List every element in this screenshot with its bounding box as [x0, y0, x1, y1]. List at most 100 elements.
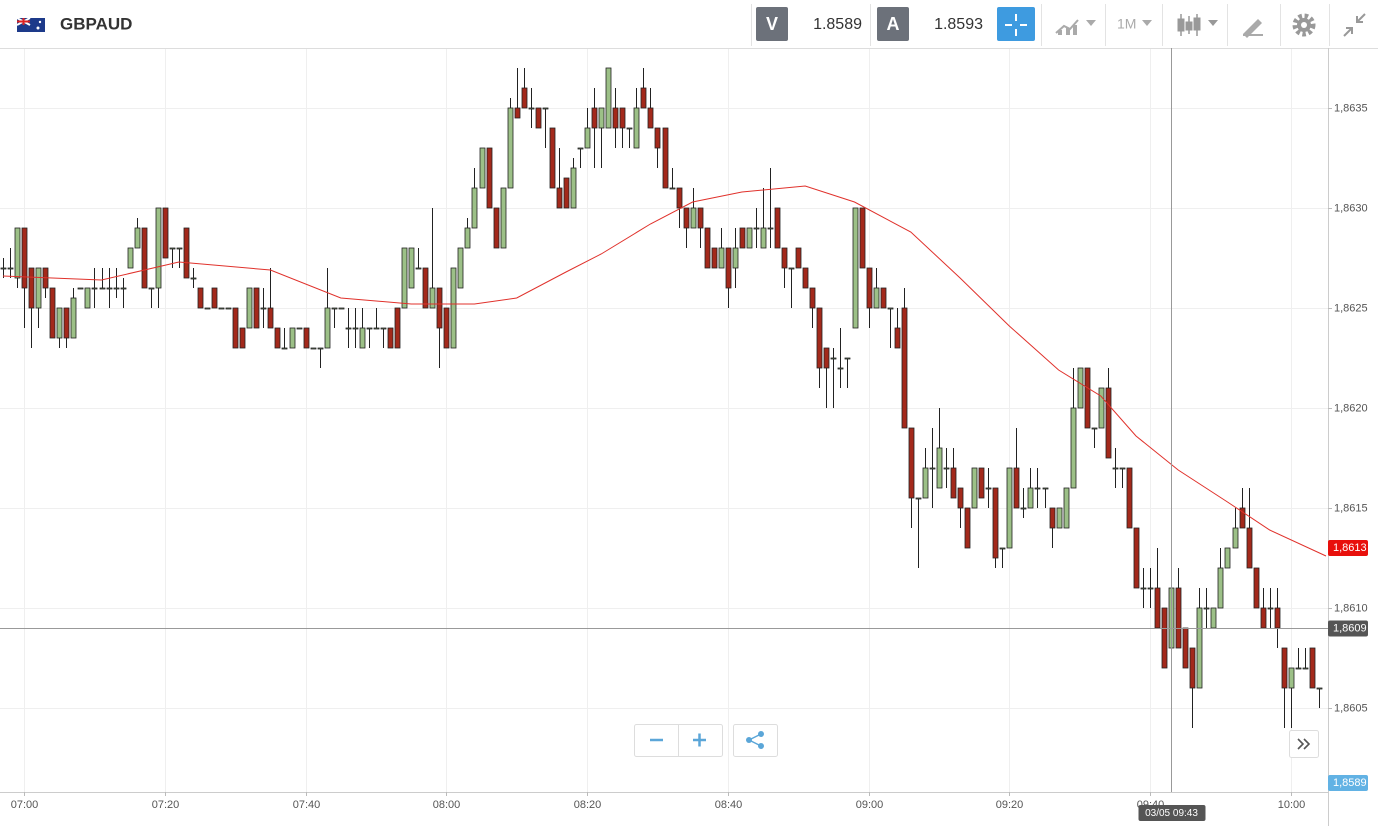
candle-body: [837, 367, 844, 370]
candle-body: [662, 127, 669, 189]
candle-body: [774, 207, 781, 249]
candle-body: [950, 467, 957, 499]
candle-body: [183, 227, 190, 279]
candle-body: [331, 307, 338, 310]
interval[interactable]: 1M: [1117, 16, 1136, 32]
candle-body: [732, 247, 739, 269]
zoom-in-button[interactable]: [693, 733, 706, 747]
flag-icon: [16, 17, 45, 32]
candle-body: [218, 307, 225, 310]
crosshair-button[interactable]: [997, 7, 1035, 41]
y-tick-label: 1,8620: [1334, 402, 1368, 414]
candle-body: [464, 227, 471, 249]
price-badge: [1328, 540, 1368, 556]
candle-body: [957, 487, 964, 509]
candle-body: [1042, 487, 1049, 490]
candle-body: [127, 247, 134, 269]
candle-body: [859, 207, 866, 269]
chart-type-button[interactable]: [1055, 19, 1096, 35]
candle-body: [317, 347, 324, 350]
candle-body: [246, 287, 253, 329]
price-badge: [1328, 775, 1368, 791]
candle-body: [1084, 367, 1091, 429]
candle-body: [936, 447, 943, 489]
axes: 1,8605 1,8610 1,8615 1,8620 1,8625 1,8630 1,86…: [11, 102, 1368, 811]
candle-body: [978, 467, 985, 499]
candle-body: [697, 207, 704, 229]
overlay: 03/05 09:43 1,8609 1,8613 1,8589: [0, 48, 1368, 821]
candle-body: [113, 287, 120, 290]
candle-body: [260, 307, 267, 310]
candle-body: [141, 227, 148, 289]
y-tick-label: 1,8635: [1334, 102, 1368, 114]
candle-body: [99, 287, 106, 290]
candle-body: [1147, 587, 1154, 590]
sell-button[interactable]: [756, 7, 788, 41]
buy-button[interactable]: [877, 7, 909, 41]
candle-body: [401, 247, 408, 309]
candle-body: [535, 107, 542, 129]
candle-body: [767, 227, 774, 230]
candle-body: [999, 547, 1006, 550]
candle-body: [788, 267, 795, 270]
candle-body: [563, 177, 570, 209]
y-tick-label: 1,8630: [1334, 202, 1368, 214]
candle-body: [1112, 467, 1119, 470]
candle-body: [1232, 527, 1239, 549]
candle-body: [1260, 607, 1267, 629]
candle-body: [1217, 567, 1224, 609]
candle-body: [1175, 587, 1182, 649]
candle-body: [929, 467, 936, 470]
candle-body: [1182, 627, 1189, 669]
candle-body: [1049, 507, 1056, 529]
candle-body: [873, 287, 880, 309]
candle-body: [521, 87, 528, 109]
candle-body: [1239, 507, 1246, 529]
candle-body: [654, 127, 661, 149]
candle-body: [429, 287, 436, 309]
candle-body: [852, 207, 859, 329]
candle-body: [577, 147, 584, 150]
candle-body: [985, 487, 992, 490]
candle-body: [725, 247, 732, 289]
buy-tag: A: [887, 14, 900, 34]
candle-body: [830, 357, 837, 360]
y-tick-label: 1,8610: [1334, 602, 1368, 614]
symbol: GBPAUD: [60, 14, 132, 33]
collapse-button[interactable]: [1343, 13, 1366, 37]
candle-body: [408, 247, 415, 289]
share-button[interactable]: [746, 731, 764, 749]
candle-body: [711, 247, 718, 269]
candle-body: [598, 107, 605, 129]
candle-body: [1056, 507, 1063, 529]
candle-body: [500, 187, 507, 249]
candle-body: [584, 127, 591, 149]
candle-body: [683, 207, 690, 229]
crosshair-x-label: 03/05 09:43: [1145, 808, 1198, 819]
candle-body: [1133, 527, 1140, 589]
x-tick-label: 07:20: [152, 799, 180, 811]
candle-body: [7, 267, 14, 270]
x-tick-label: 08:00: [433, 799, 461, 811]
draw-button[interactable]: [1243, 19, 1263, 38]
candle-body: [63, 307, 70, 339]
candle-body: [556, 187, 563, 209]
candle-body: [303, 327, 310, 349]
candle-body: [1034, 487, 1041, 490]
candle-body: [1070, 407, 1077, 489]
candle-body: [753, 227, 760, 230]
scroll-end-button[interactable]: [1297, 738, 1311, 750]
moving-average-line: [2, 185, 1327, 557]
candle-body: [1274, 607, 1281, 629]
settings-button[interactable]: [1292, 13, 1316, 37]
candle-body: [802, 267, 809, 289]
candle-body: [1140, 587, 1147, 590]
candle-body: [591, 107, 598, 129]
candle-body: [746, 227, 753, 249]
candle-body: [1253, 567, 1260, 609]
candle-body: [253, 287, 260, 329]
candle-style-button[interactable]: [1177, 14, 1218, 36]
candle-body: [204, 307, 211, 310]
candle-body: [943, 467, 950, 470]
